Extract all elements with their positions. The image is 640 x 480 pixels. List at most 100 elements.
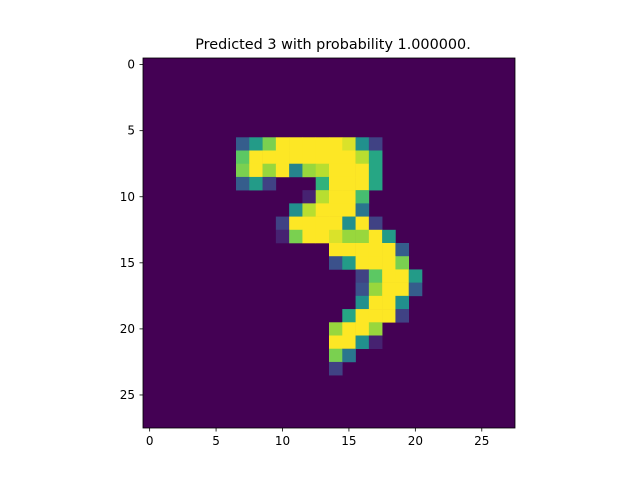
pixel-cell (355, 243, 370, 257)
pixel-cell (355, 282, 370, 297)
x-tick-label: 0 (146, 434, 154, 448)
pixel-cell (315, 137, 330, 151)
pixel-cell (262, 150, 277, 165)
pixel-cell (395, 269, 410, 283)
pixel-cell (289, 216, 303, 231)
pixel-cell (289, 137, 303, 151)
pixel-cell (262, 163, 277, 178)
pixel-cell (342, 243, 356, 257)
pixel-cell (382, 269, 396, 283)
pixel-cell (329, 216, 343, 231)
pixel-cell (395, 256, 410, 270)
pixel-cell (236, 163, 250, 178)
x-tick-label: 20 (408, 434, 423, 448)
pixel-cell (329, 190, 343, 204)
pixel-cell (249, 163, 263, 178)
pixel-cell (368, 269, 383, 283)
pixel-cell (342, 322, 356, 336)
pixel-cell (315, 203, 330, 217)
pixel-cell (368, 256, 383, 270)
pixel-cell (368, 295, 383, 310)
pixel-cell (329, 335, 343, 350)
pixel-cell (342, 203, 356, 217)
pixel-cell (315, 216, 330, 231)
pixel-cell (315, 150, 330, 165)
pixel-cell (249, 150, 263, 165)
pixel-cell (315, 229, 330, 244)
pixel-cell (329, 176, 343, 191)
pixel-cell (342, 216, 356, 231)
pixel-cell (355, 309, 370, 323)
x-axis: 0 5 10 15 20 25 (146, 428, 489, 448)
pixel-cell (249, 176, 263, 191)
pixel-cell (355, 322, 370, 336)
y-tick-label: 10 (120, 190, 135, 204)
pixel-cell (329, 203, 343, 217)
pixel-cell (275, 229, 290, 244)
pixel-cell (368, 176, 383, 191)
pixel-cell (342, 150, 356, 165)
pixel-cell (289, 163, 303, 178)
pixel-cell (302, 137, 317, 151)
pixel-cell (368, 137, 383, 151)
x-tick-label: 5 (212, 434, 220, 448)
pixel-cell (382, 309, 396, 323)
pixel-cell (289, 203, 303, 217)
pixel-cell (342, 229, 356, 244)
pixel-cell (315, 190, 330, 204)
pixel-cell (275, 163, 290, 178)
pixel-cell (329, 243, 343, 257)
pixel-cell (315, 176, 330, 191)
pixel-cell (342, 256, 356, 270)
pixel-cell (236, 150, 250, 165)
pixel-cell (368, 229, 383, 244)
pixel-cell (368, 150, 383, 165)
y-tick-label: 25 (120, 388, 135, 402)
pixel-cell (262, 137, 277, 151)
pixel-cell (395, 309, 410, 323)
y-tick-label: 0 (127, 58, 135, 72)
y-tick-label: 20 (120, 322, 135, 336)
pixel-cell (395, 295, 410, 310)
pixel-cell (368, 335, 383, 350)
pixel-cell (355, 176, 370, 191)
pixel-cell (329, 163, 343, 178)
pixel-cell (342, 176, 356, 191)
pixel-cell (355, 335, 370, 350)
x-tick-label: 10 (275, 434, 290, 448)
y-tick-label: 15 (120, 256, 135, 270)
pixel-cell (355, 295, 370, 310)
y-tick-label: 5 (127, 124, 135, 138)
pixel-cell (329, 348, 343, 363)
pixel-cell (315, 163, 330, 178)
pixel-cell (289, 229, 303, 244)
pixel-cell (236, 176, 250, 191)
pixel-cell (395, 243, 410, 257)
pixel-cell (368, 163, 383, 178)
pixel-cell (368, 282, 383, 297)
pixel-cell (382, 282, 396, 297)
pixel-cell (329, 150, 343, 165)
pixel-cell (368, 309, 383, 323)
pixel-cell (355, 150, 370, 165)
pixel-cell (355, 163, 370, 178)
pixel-cell (382, 243, 396, 257)
pixel-cell (329, 256, 343, 270)
pixel-cell (262, 176, 277, 191)
pixel-cell (355, 256, 370, 270)
pixel-cell (342, 309, 356, 323)
pixel-cell (382, 229, 396, 244)
pixel-cell (355, 203, 370, 217)
pixel-cell (329, 137, 343, 151)
pixel-cell (249, 137, 263, 151)
pixel-cell (395, 282, 410, 297)
pixel-cell (302, 203, 317, 217)
pixel-cell (368, 216, 383, 231)
pixel-cell (302, 190, 317, 204)
pixel-cell (236, 137, 250, 151)
pixel-cell (382, 295, 396, 310)
pixel-cell (302, 150, 317, 165)
pixel-grid (236, 137, 423, 376)
pixel-cell (329, 229, 343, 244)
x-tick-label: 15 (341, 434, 356, 448)
